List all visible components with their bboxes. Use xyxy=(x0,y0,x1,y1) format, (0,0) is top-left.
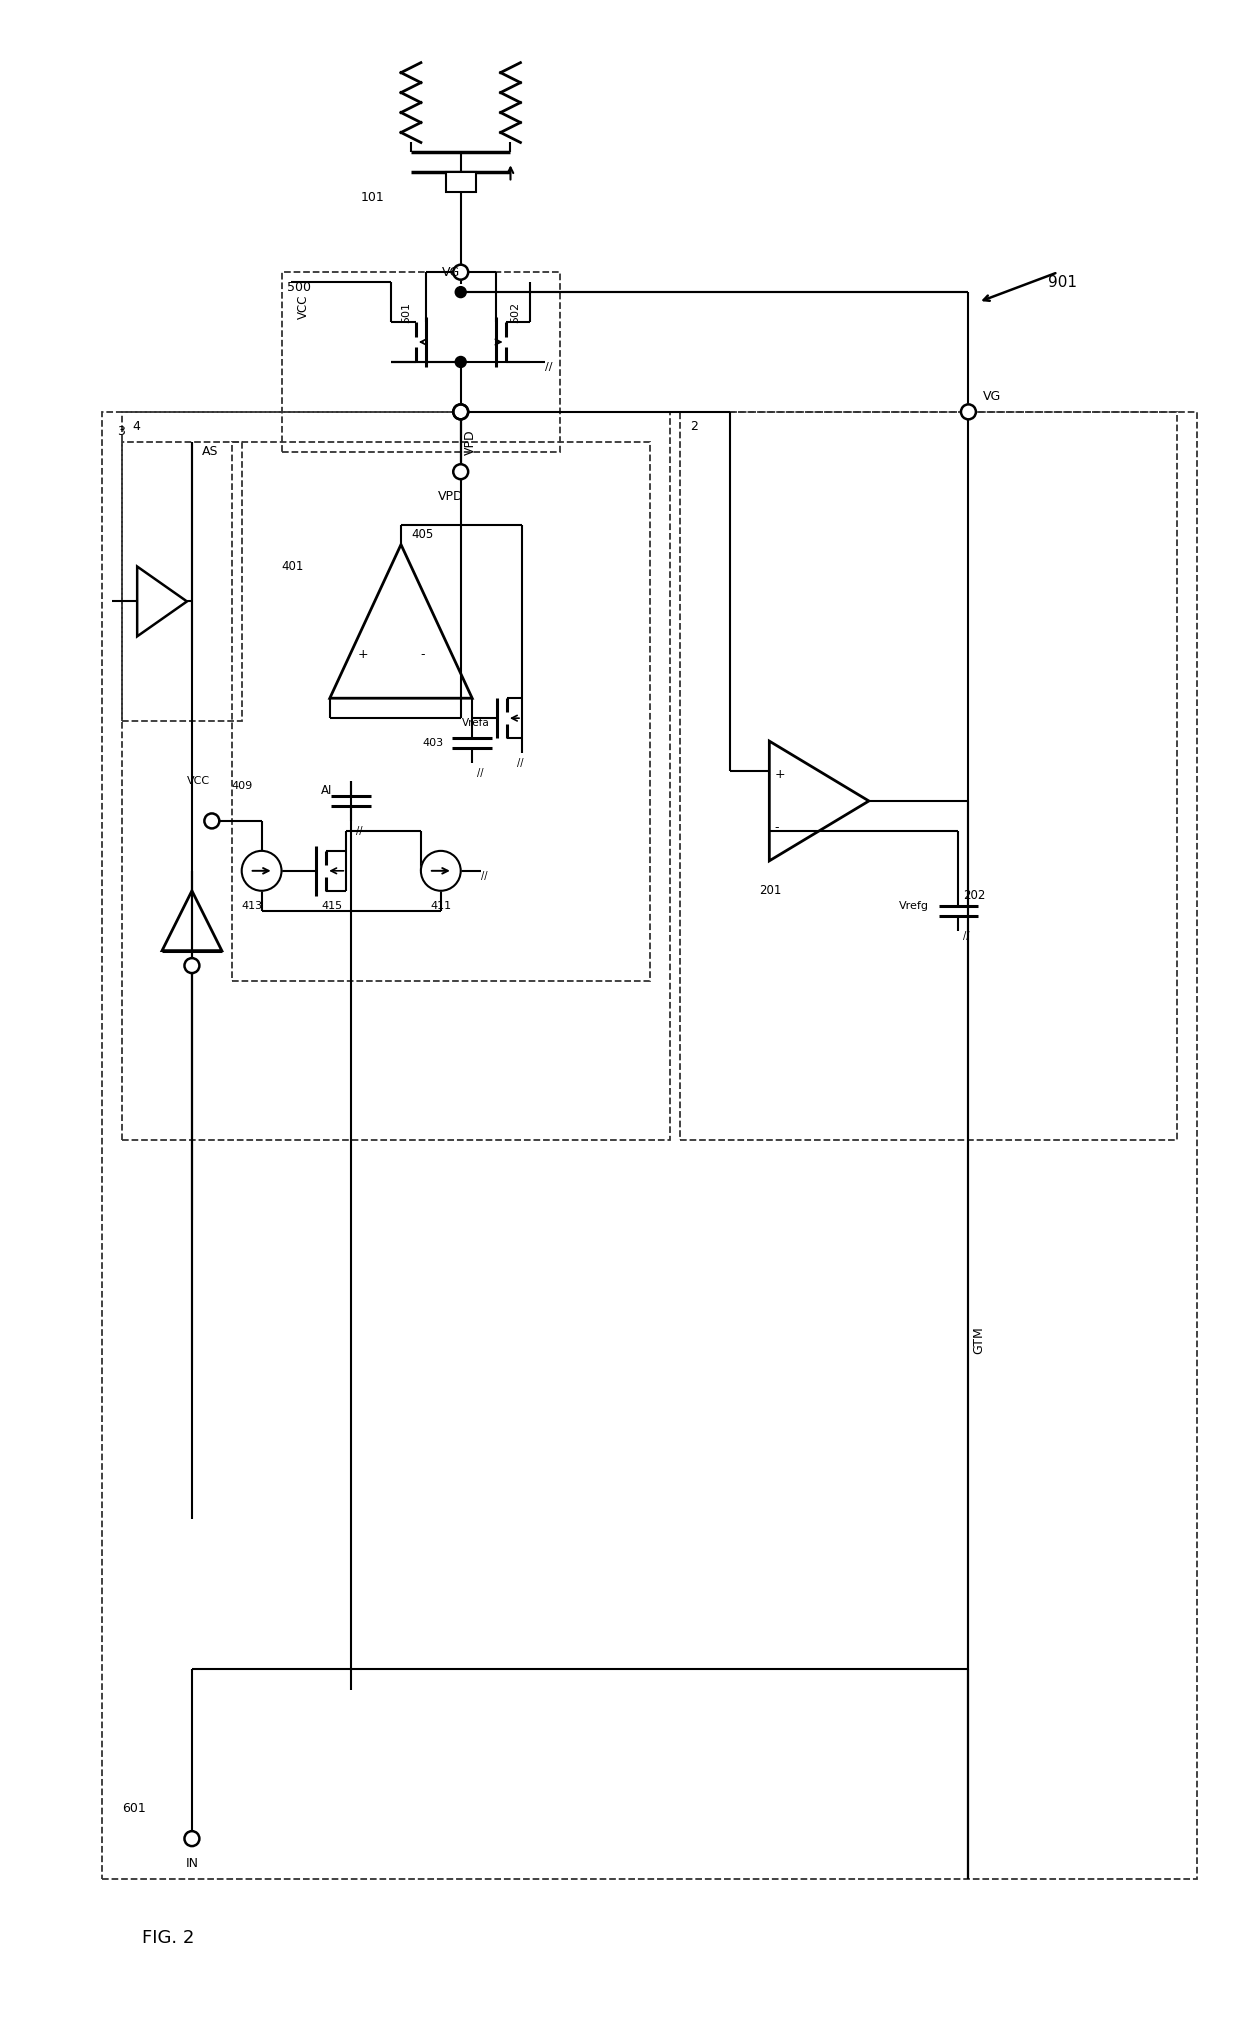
Text: VG: VG xyxy=(441,265,460,279)
Bar xyxy=(123,412,670,1140)
Text: AS: AS xyxy=(202,445,218,459)
Text: 101: 101 xyxy=(361,190,384,204)
Text: //: // xyxy=(546,362,553,372)
Bar xyxy=(446,172,476,192)
Text: +: + xyxy=(357,649,368,661)
Text: -: - xyxy=(420,649,425,661)
Text: 413: 413 xyxy=(242,901,263,911)
Circle shape xyxy=(185,958,200,972)
Text: 409: 409 xyxy=(232,780,253,790)
Bar xyxy=(281,273,560,453)
Circle shape xyxy=(420,851,461,891)
Text: VPD: VPD xyxy=(438,491,464,503)
Text: VCC: VCC xyxy=(296,295,310,319)
Text: GTM: GTM xyxy=(972,1326,985,1354)
Text: Vrefg: Vrefg xyxy=(899,901,929,911)
Text: 501: 501 xyxy=(401,301,410,323)
Text: //: // xyxy=(481,871,487,881)
Bar xyxy=(103,412,1198,1880)
Circle shape xyxy=(242,851,281,891)
Circle shape xyxy=(185,1831,200,1845)
Text: -: - xyxy=(774,821,779,835)
Text: 2: 2 xyxy=(689,420,698,432)
Text: 202: 202 xyxy=(963,889,986,901)
Text: VCC: VCC xyxy=(187,776,210,786)
Text: 411: 411 xyxy=(430,901,451,911)
Text: FIG. 2: FIG. 2 xyxy=(143,1930,195,1948)
Circle shape xyxy=(454,465,469,479)
Circle shape xyxy=(455,356,466,368)
Text: //: // xyxy=(477,768,484,778)
Text: 403: 403 xyxy=(423,738,444,748)
Text: //: // xyxy=(356,827,362,837)
Bar xyxy=(123,443,242,721)
Text: 901: 901 xyxy=(1048,275,1078,289)
Text: 500: 500 xyxy=(286,281,310,293)
Circle shape xyxy=(454,404,469,418)
Circle shape xyxy=(205,812,219,829)
Text: 3: 3 xyxy=(118,424,125,439)
Text: //: // xyxy=(963,930,970,940)
Text: 415: 415 xyxy=(321,901,342,911)
Circle shape xyxy=(455,287,466,297)
Text: //: // xyxy=(517,758,523,768)
Text: AI: AI xyxy=(321,784,332,798)
Text: 401: 401 xyxy=(281,560,304,574)
Text: VG: VG xyxy=(983,390,1002,404)
Circle shape xyxy=(961,404,976,418)
Bar xyxy=(680,412,1178,1140)
Text: Vrefa: Vrefa xyxy=(463,717,490,728)
Bar xyxy=(232,443,650,980)
Text: IN: IN xyxy=(186,1857,198,1869)
Text: 4: 4 xyxy=(133,420,140,432)
Circle shape xyxy=(454,404,469,418)
Text: 502: 502 xyxy=(511,301,521,323)
Text: VPD: VPD xyxy=(464,428,477,455)
Text: 405: 405 xyxy=(410,527,433,542)
Text: 601: 601 xyxy=(123,1803,146,1815)
Circle shape xyxy=(454,265,469,279)
Text: 201: 201 xyxy=(759,885,781,897)
Text: +: + xyxy=(774,768,785,780)
